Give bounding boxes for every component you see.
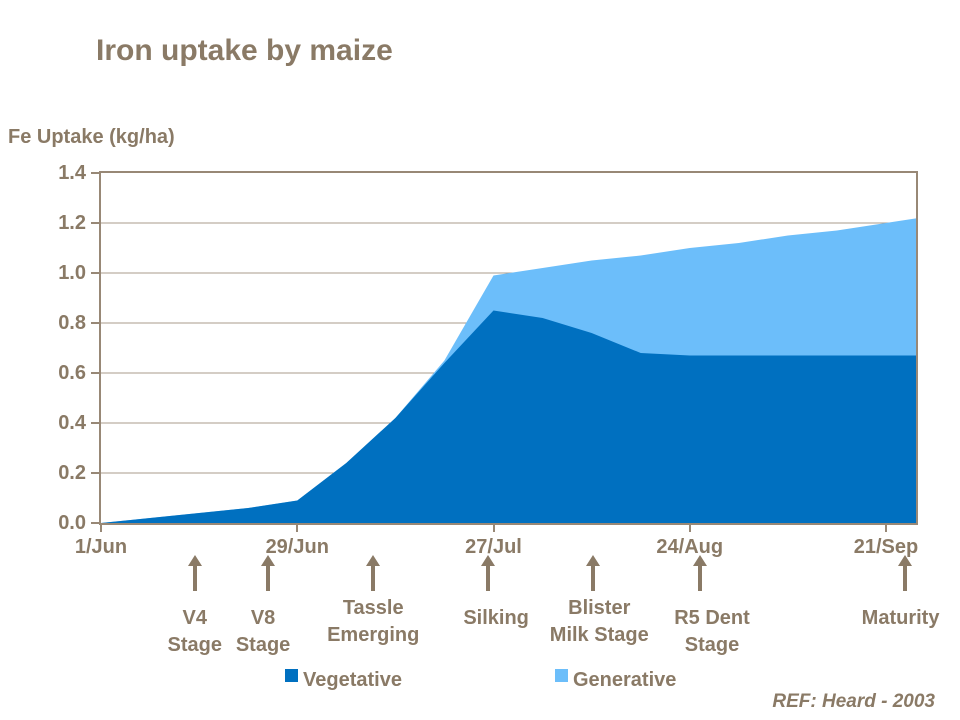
plot-area [99, 171, 918, 525]
y-tick-label: 0.6 [58, 362, 86, 384]
x-tick-mark [885, 525, 887, 532]
y-axis-title: Fe Uptake (kg/ha) [8, 126, 175, 148]
stage-arrow-icon [897, 555, 912, 593]
y-tick-label: 1.4 [58, 162, 86, 184]
stage-label: Tassle Emerging [288, 595, 458, 649]
x-tick-mark [296, 525, 299, 532]
x-tick-label: 1/Jun [74, 536, 128, 558]
stage-arrow-icon [366, 555, 381, 593]
stage-arrow-icon [187, 555, 202, 593]
legend-swatch [555, 669, 568, 682]
stage-label-line: R5 Dent [674, 607, 750, 629]
stage-label: V8 Stage [178, 605, 348, 659]
stacked-area-chart [101, 218, 916, 523]
y-tick-label: 0.0 [58, 512, 86, 534]
legend-label: Vegetative [303, 669, 402, 691]
y-tick-label: 0.8 [58, 312, 86, 334]
y-tick-mark [91, 372, 99, 374]
x-tick-mark [688, 525, 691, 532]
x-tick-mark [492, 525, 495, 532]
y-tick-label: 0.4 [58, 412, 86, 434]
chart-title: Iron uptake by maize [96, 34, 393, 67]
legend-swatch [285, 669, 298, 682]
y-tick-mark [91, 172, 99, 174]
stage-label: V4 Stage [110, 605, 280, 659]
x-tick-mark [100, 525, 102, 532]
x-tick-label: 24/Aug [656, 536, 724, 558]
stage-arrow-icon [586, 555, 601, 593]
stage-label-line: Maturity [861, 607, 940, 629]
ref-citation: REF: Heard - 2003 [772, 691, 935, 712]
y-tick-mark [91, 522, 99, 524]
y-tick-mark [91, 472, 99, 474]
legend-item-vegetative: Vegetative [285, 669, 402, 691]
legend-item-generative: Generative [555, 669, 676, 691]
x-tick-label: 21/Sep [853, 536, 919, 558]
y-tick-label: 1.2 [58, 212, 86, 234]
legend-label: Generative [573, 669, 677, 691]
stage-label-line: Stage [235, 634, 291, 656]
stage-label-line: Tassle [342, 597, 404, 619]
stage-label: R5 Dent Stage [627, 605, 797, 659]
y-tick-mark [91, 272, 99, 274]
stage-label-line: Emerging [327, 624, 420, 646]
stage-arrow-icon [481, 555, 496, 593]
stage-arrow-icon [261, 555, 276, 593]
y-tick-mark [91, 422, 99, 424]
x-tick-label: 27/Jul [465, 536, 522, 558]
stage-arrow-icon [693, 555, 708, 593]
stage-label-line: Blister [568, 597, 631, 619]
stage-label: Silking [411, 605, 581, 632]
stage-label-line: Stage [684, 634, 740, 656]
x-tick-label: 29/Jun [265, 536, 329, 558]
stage-label-line: V8 [250, 607, 276, 629]
y-tick-mark [91, 222, 99, 224]
stage-label: Blister Milk Stage [514, 595, 684, 649]
y-tick-label: 1.0 [58, 262, 86, 284]
stage-label: Maturity [816, 605, 960, 632]
stage-label-line: Milk Stage [549, 624, 649, 646]
y-tick-label: 0.2 [58, 462, 86, 484]
stage-label-line: Stage [167, 634, 222, 656]
stage-label-line: Silking [463, 607, 529, 629]
area-vegetative [101, 310, 916, 523]
y-tick-mark [91, 322, 99, 324]
stage-label-line: V4 [182, 607, 207, 629]
